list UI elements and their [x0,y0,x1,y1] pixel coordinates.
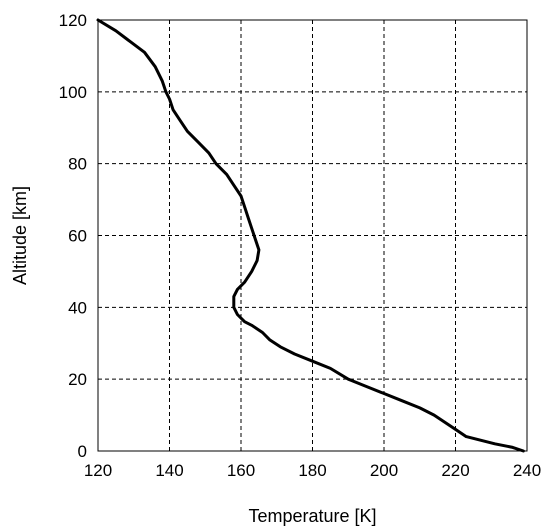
temperature-profile-line [96,18,525,453]
x-tick-label: 120 [84,461,112,480]
grid [98,20,527,451]
x-axis-label: Temperature [K] [248,506,376,526]
y-tick-label: 120 [59,11,87,30]
y-tick-label: 40 [68,298,87,317]
tick-labels: 120 140 160 180 200 220 240 0 20 40 60 80 100 120 [59,11,542,480]
x-tick-label: 240 [513,461,541,480]
x-tick-label: 140 [155,461,183,480]
y-tick-label: 100 [59,83,87,102]
y-axis-label: Altitude [km] [10,186,30,285]
x-tick-label: 220 [441,461,469,480]
y-tick-label: 80 [68,155,87,174]
x-tick-label: 200 [370,461,398,480]
x-tick-label: 160 [227,461,255,480]
y-tick-label: 20 [68,370,87,389]
x-tick-label: 180 [298,461,326,480]
y-tick-label: 60 [68,227,87,246]
y-tick-label: 0 [78,442,87,461]
plot-frame [97,19,528,452]
